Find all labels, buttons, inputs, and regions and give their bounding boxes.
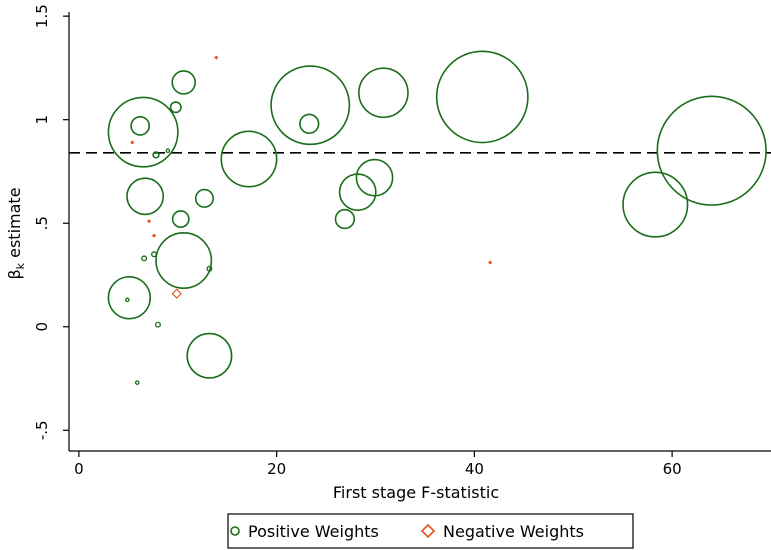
positive-weight-point	[107, 96, 179, 168]
positive-weight-point	[154, 321, 161, 328]
positive-weight-point	[194, 188, 215, 208]
positive-weight-point	[435, 50, 529, 144]
positive-weight-point	[130, 116, 151, 136]
y-tick-label: -.5	[33, 420, 51, 440]
legend-box	[227, 513, 634, 549]
positive-weight-point	[171, 210, 190, 228]
positive-weight-point	[134, 380, 140, 385]
legend-circle-icon	[230, 526, 240, 536]
legend-diamond-icon	[420, 523, 436, 539]
positive-weight-point	[622, 171, 689, 238]
positive-weight-point	[165, 148, 171, 154]
positive-weight-point	[206, 265, 213, 272]
x-tick-label: 0	[74, 460, 84, 478]
positive-weight-point	[355, 158, 394, 197]
negative-weight-point	[214, 55, 219, 60]
positive-weight-point	[220, 130, 278, 188]
positive-weight-point	[186, 332, 233, 379]
y-axis-title: βk estimate	[5, 187, 27, 279]
y-tick-label: .5	[33, 216, 51, 230]
positive-weight-point	[126, 177, 165, 216]
x-tick-label: 20	[267, 460, 286, 478]
negative-weight-point	[488, 260, 493, 265]
positive-weight-point	[358, 67, 409, 119]
axes: 0 20 40 60 -.5 0 .5 1 1.5 First stage F-statistic…	[5, 4, 771, 502]
legend: Positive Weights Negative Weights	[227, 513, 634, 549]
negative-weight-point	[151, 233, 157, 238]
positive-weight-point	[299, 113, 320, 134]
positive-weight-point	[334, 208, 356, 230]
positive-weight-point	[151, 251, 158, 258]
y-tick-label: 1	[33, 115, 51, 125]
positive-weight-point	[270, 65, 351, 146]
positive-weight-point	[152, 151, 160, 159]
y-tick-label: 1.5	[33, 4, 51, 28]
positive-weight-point	[125, 297, 130, 303]
positive-weight-point	[155, 232, 213, 289]
x-axis-title: First stage F-statistic	[333, 483, 499, 502]
positive-weight-point	[338, 173, 377, 212]
x-tick-label: 40	[465, 460, 484, 478]
x-tick-label: 60	[663, 460, 682, 478]
legend-label-positive: Positive Weights	[248, 522, 379, 541]
negative-weight-point	[171, 288, 182, 299]
negative-weight-point	[130, 140, 135, 145]
positive-weight-point	[171, 70, 196, 95]
positive-weight-point	[141, 255, 148, 262]
negative-weight-point	[147, 219, 152, 224]
positive-weight-point	[169, 101, 182, 114]
positive-weight-point	[656, 95, 767, 206]
positive-weight-point	[107, 276, 152, 320]
legend-label-negative: Negative Weights	[443, 522, 584, 541]
y-tick-label: 0	[33, 322, 51, 332]
plot-area	[69, 50, 771, 385]
